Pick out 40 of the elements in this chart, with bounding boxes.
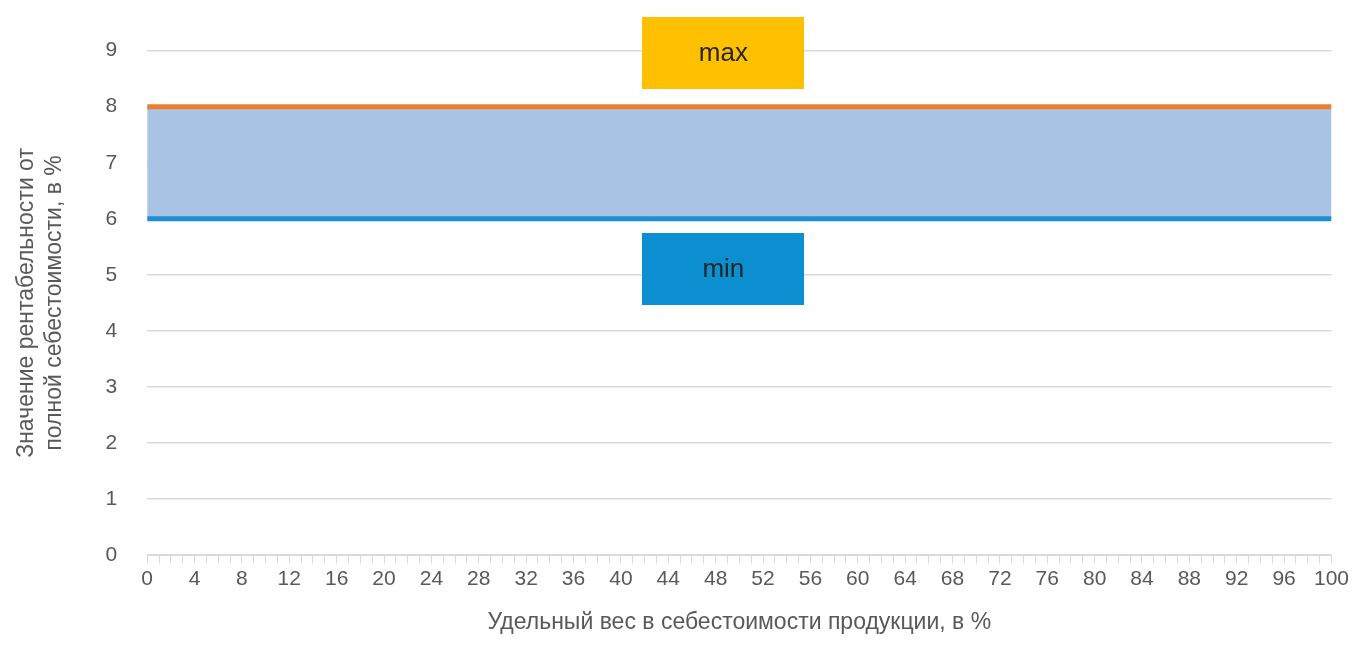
x-tick-label: 40: [609, 565, 633, 589]
x-tick-label: 64: [893, 565, 918, 589]
x-tick-label: 72: [988, 565, 1012, 589]
x-tick-label: 12: [277, 565, 301, 589]
x-tick-label: 80: [1082, 565, 1107, 589]
y-tick-label: 7: [105, 149, 118, 173]
y-tick-label: 5: [105, 261, 118, 285]
y-tick-label: 6: [105, 205, 118, 229]
x-tick-label: 20: [372, 565, 396, 589]
y-tick-label: 3: [105, 373, 118, 397]
y-tick-label: 2: [105, 429, 118, 453]
x-tick-label: 0: [141, 565, 154, 589]
x-tick-label: 16: [324, 565, 349, 589]
y-tick-label: 0: [105, 542, 118, 565]
x-tick-label: 68: [940, 565, 965, 589]
x-tick-label: 84: [1130, 565, 1154, 589]
x-tick-label: 24: [419, 565, 444, 589]
x-tick-label: 44: [656, 565, 681, 589]
y-tick-label: 4: [105, 317, 118, 341]
x-tick-label: 36: [561, 565, 586, 589]
x-tick-label: 48: [703, 565, 728, 589]
x-tick-label: 32: [514, 565, 538, 589]
y-tick-label: 8: [105, 93, 118, 117]
y-tick-label: 9: [105, 37, 118, 61]
name-tag: min: [642, 232, 805, 305]
x-tick-label: 88: [1177, 565, 1202, 589]
x-tick-label: 92: [1225, 565, 1249, 589]
x-tick-label: 4: [188, 565, 201, 589]
x-tick-label: 76: [1035, 565, 1059, 589]
x-tick-label: 100: [1313, 565, 1349, 589]
x-tick-label: 56: [798, 565, 823, 589]
x-tick-label: 28: [467, 565, 491, 589]
y-axis-title: Значение рентабельности от полной себестоимости, в %: [11, 147, 67, 458]
x-tick-label: 8: [236, 565, 248, 589]
x-tick-label: 52: [751, 565, 775, 589]
name-tag: max: [642, 16, 805, 89]
x-tick-label: 96: [1272, 565, 1296, 589]
y-tick-label: 1: [105, 485, 118, 509]
x-axis-title: Удельный вес в себестоимости продукции, в %: [487, 607, 992, 634]
x-tick-label: 60: [846, 565, 870, 589]
